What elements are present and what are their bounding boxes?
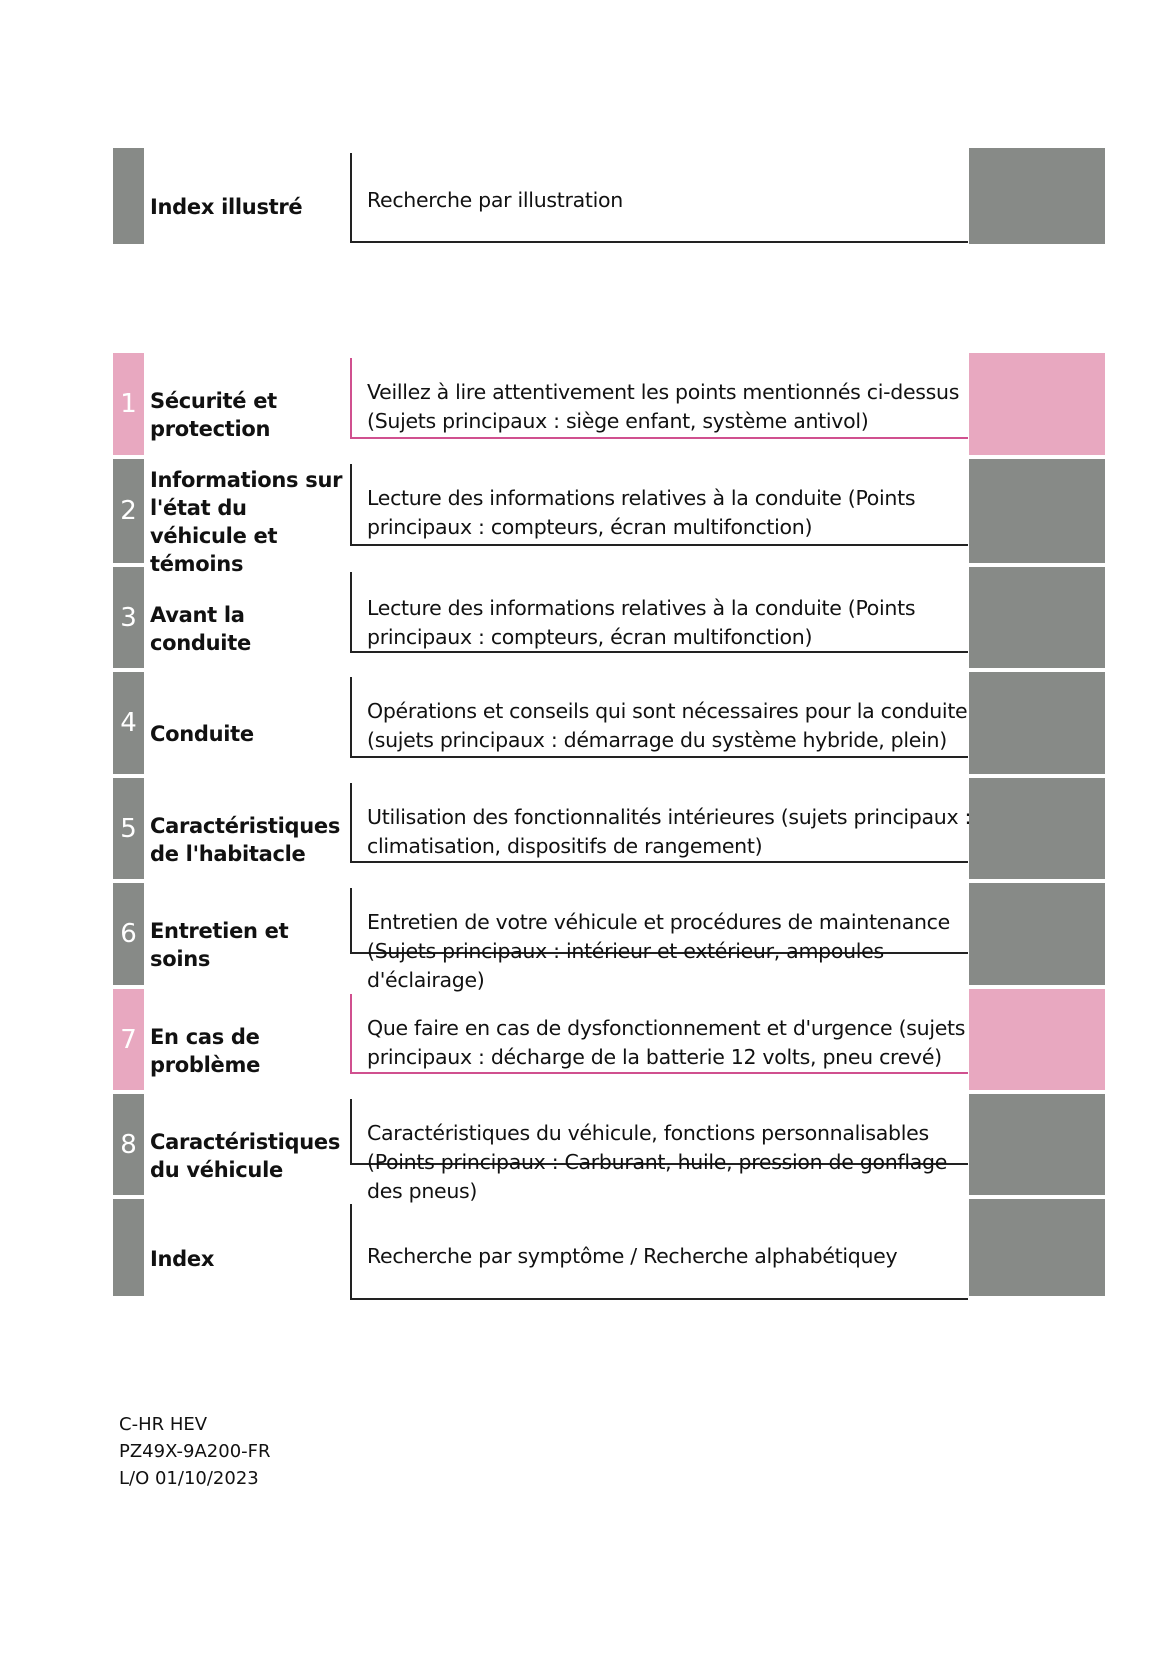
- divider: [350, 952, 968, 954]
- section-description: Que faire en cas de dysfonctionnement et…: [367, 1016, 966, 1069]
- model-name: C-HR HEV: [119, 1414, 208, 1435]
- section-number: 6: [120, 919, 137, 949]
- section-thumb-tab[interactable]: [969, 567, 1105, 668]
- section-row[interactable]: 8 Caractéristiques du véhicule Caractéri…: [0, 1094, 1165, 1203]
- section-thumb-tab[interactable]: [969, 883, 1105, 985]
- section-title[interactable]: Index illustré: [150, 195, 303, 219]
- section-row[interactable]: 3 Avant la conduite Lecture des informat…: [0, 567, 1165, 668]
- divider: [350, 464, 352, 544]
- section-number: 2: [120, 496, 137, 526]
- divider: [350, 437, 968, 439]
- section-title[interactable]: Caractéristiques du véhicule: [150, 1129, 341, 1182]
- divider: [350, 1163, 968, 1165]
- section-description: Lecture des informations relatives à la …: [367, 596, 916, 649]
- section-tab-left: [113, 989, 144, 1090]
- section-title[interactable]: Conduite: [150, 722, 254, 746]
- section-tab-left: [113, 353, 144, 455]
- section-row[interactable]: 4 Conduite Opérations et conseils qui so…: [0, 672, 1165, 774]
- section-title[interactable]: Avant la conduite: [150, 602, 251, 655]
- document-code: PZ49X-9A200-FR: [119, 1441, 271, 1462]
- section-description: Utilisation des fonctionnalités intérieu…: [367, 805, 972, 858]
- divider: [350, 651, 968, 653]
- section-description: Lecture des informations relatives à la …: [367, 486, 916, 539]
- section-number: 8: [120, 1129, 137, 1160]
- section-number: 5: [120, 813, 137, 844]
- section-row[interactable]: 7 En cas de problème Que faire en cas de…: [0, 989, 1165, 1090]
- section-number: 7: [120, 1024, 137, 1055]
- section-thumb-tab[interactable]: [969, 148, 1105, 244]
- section-title[interactable]: Caractéristiques de l'habitacle: [150, 813, 341, 866]
- section-row[interactable]: 6 Entretien et soins Entretien de votre …: [0, 883, 1165, 992]
- section-title[interactable]: Sécurité et protection: [150, 389, 277, 441]
- section-row[interactable]: 5 Caractéristiques de l'habitacle Utilis…: [0, 778, 1165, 879]
- section-thumb-tab[interactable]: [969, 778, 1105, 879]
- section-tab-left: [113, 672, 144, 774]
- section-tab-left: [113, 1199, 144, 1296]
- divider: [350, 677, 352, 756]
- section-row[interactable]: Index Recherche par symptôme / Recherche…: [0, 1199, 1165, 1300]
- divider: [350, 756, 968, 758]
- section-title[interactable]: Informations sur l'état du véhicule et t…: [150, 468, 343, 576]
- divider: [350, 358, 352, 437]
- divider: [350, 572, 352, 651]
- divider: [350, 888, 352, 952]
- section-number: 1: [120, 389, 137, 419]
- divider: [350, 1099, 352, 1163]
- section-description: Entretien de votre véhicule et procédure…: [367, 910, 950, 992]
- section-thumb-tab[interactable]: [969, 1094, 1105, 1195]
- section-number: 4: [120, 708, 137, 738]
- divider: [350, 994, 352, 1072]
- section-description: Recherche par illustration: [367, 188, 623, 212]
- divider: [350, 861, 968, 863]
- divider: [350, 241, 968, 243]
- divider: [350, 783, 352, 861]
- section-title[interactable]: En cas de problème: [150, 1024, 261, 1077]
- section-tab-left: [113, 883, 144, 985]
- section-tab-left: [113, 567, 144, 668]
- footer: C-HR HEV PZ49X-9A200-FR L/O 01/10/2023: [119, 1411, 271, 1492]
- section-thumb-tab[interactable]: [969, 672, 1105, 774]
- section-number: 3: [120, 602, 137, 633]
- section-row[interactable]: 1 Sécurité et protection Veillez à lire …: [0, 353, 1165, 455]
- section-description: Opérations et conseils qui sont nécessai…: [367, 699, 968, 752]
- section-thumb-tab[interactable]: [969, 353, 1105, 455]
- section-row[interactable]: Index illustré Recherche par illustratio…: [0, 148, 1165, 244]
- section-tab-left: [113, 1094, 144, 1195]
- section-tab-left: [113, 459, 144, 563]
- section-row[interactable]: 2 Informations sur l'état du véhicule et…: [0, 459, 1165, 576]
- section-description: Caractéristiques du véhicule, fonctions …: [367, 1121, 948, 1203]
- divider: [350, 1072, 968, 1074]
- section-thumb-tab[interactable]: [969, 989, 1105, 1090]
- section-title[interactable]: Index: [150, 1246, 215, 1271]
- section-description: Recherche par symptôme / Recherche alpha…: [367, 1244, 898, 1268]
- divider: [350, 544, 968, 546]
- section-description: Veillez à lire attentivement les points …: [367, 380, 960, 433]
- divider: [350, 153, 352, 241]
- section-thumb-tab[interactable]: [969, 459, 1105, 563]
- section-tab-left: [113, 778, 144, 879]
- layout-date: L/O 01/10/2023: [119, 1468, 259, 1489]
- section-tab-left: [113, 148, 144, 244]
- divider: [350, 1298, 968, 1300]
- section-thumb-tab[interactable]: [969, 1199, 1105, 1296]
- divider: [350, 1204, 352, 1298]
- section-title[interactable]: Entretien et soins: [150, 919, 289, 971]
